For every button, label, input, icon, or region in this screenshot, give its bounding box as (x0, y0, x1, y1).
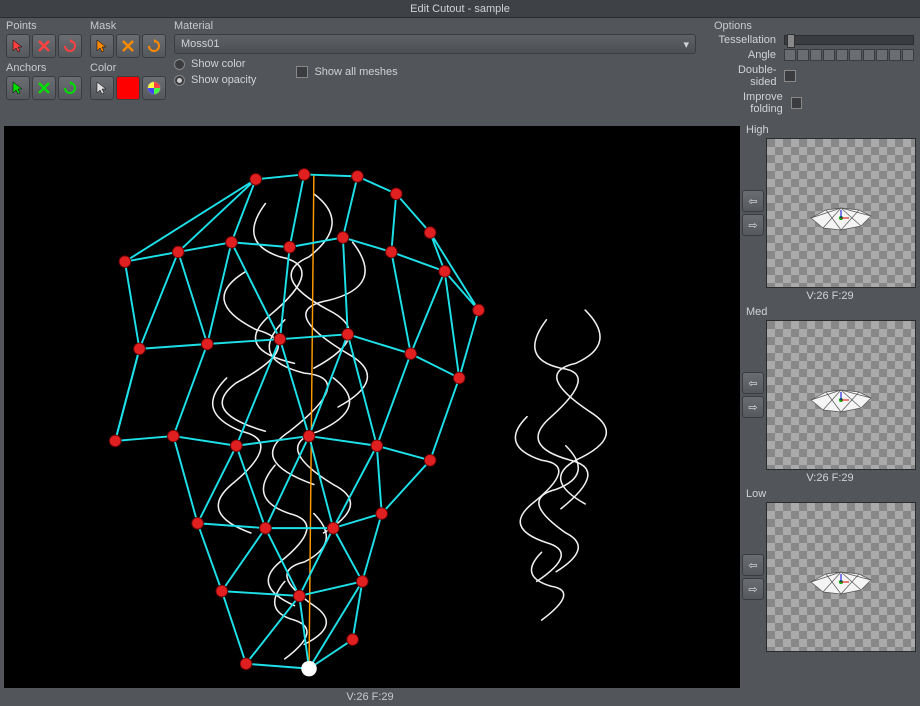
anchors-select-button[interactable] (6, 76, 30, 100)
anchors-label: Anchors (6, 62, 82, 74)
anchors-reload-button[interactable] (58, 76, 82, 100)
angle-segments[interactable] (784, 49, 914, 61)
preview-med-status: V:26 F:29 (742, 472, 918, 484)
points-delete-button[interactable] (32, 34, 56, 58)
mask-label: Mask (90, 20, 166, 32)
preview-low-label: Low (742, 488, 918, 500)
preview-high-next-button[interactable]: ⇨ (742, 214, 764, 236)
show-all-meshes-row[interactable]: Show all meshes (296, 58, 397, 86)
material-dropdown[interactable]: Moss01 ▾ (174, 34, 696, 54)
show-opacity-radio-row[interactable]: Show opacity (174, 74, 256, 86)
preview-high-prev-button[interactable]: ⇦ (742, 190, 764, 212)
options-group: Options Tessellation Angle Double-sided … (704, 20, 914, 118)
color-label: Color (90, 62, 166, 74)
material-group: Material Moss01 ▾ Show color Show opacit… (174, 20, 696, 118)
mask-select-button[interactable] (90, 34, 114, 58)
mask-color-col: Mask Color (90, 20, 166, 118)
preview-med (766, 320, 916, 470)
show-color-radio[interactable] (174, 59, 185, 70)
viewport-status: V:26 F:29 (0, 688, 740, 706)
show-all-meshes-checkbox[interactable] (296, 66, 308, 78)
viewport-wrap: V:26 F:29 (0, 122, 740, 706)
show-color-label: Show color (191, 58, 245, 70)
mask-reload-button[interactable] (142, 34, 166, 58)
anchors-group: Anchors (6, 62, 82, 100)
preview-high (766, 138, 916, 288)
preview-low-next-button[interactable]: ⇨ (742, 578, 764, 600)
show-opacity-radio[interactable] (174, 75, 185, 86)
anchors-delete-button[interactable] (32, 76, 56, 100)
preview-med-next-button[interactable]: ⇨ (742, 396, 764, 418)
toolbar: Points Anchors (0, 18, 920, 122)
color-select-button[interactable] (90, 76, 114, 100)
show-all-meshes-label: Show all meshes (314, 66, 397, 78)
preview-high-label: High (742, 124, 918, 136)
points-group: Points (6, 20, 82, 58)
mask-group: Mask (90, 20, 166, 58)
improve-folding-checkbox[interactable] (791, 97, 802, 109)
points-label: Points (6, 20, 82, 32)
angle-label: Angle (748, 49, 776, 61)
preview-med-section: Med ⇦ ⇨ V:26 F:29 (742, 306, 918, 484)
chevron-down-icon: ▾ (683, 38, 689, 51)
tessellation-slider[interactable] (784, 35, 914, 45)
color-group: Color (90, 62, 166, 100)
points-reload-button[interactable] (58, 34, 82, 58)
material-selected: Moss01 (181, 38, 220, 50)
material-label: Material (174, 20, 696, 32)
show-opacity-label: Show opacity (191, 74, 256, 86)
mask-delete-button[interactable] (116, 34, 140, 58)
options-label: Options (714, 20, 914, 32)
color-picker-button[interactable] (142, 76, 166, 100)
preview-med-prev-button[interactable]: ⇦ (742, 372, 764, 394)
double-sided-checkbox[interactable] (784, 70, 796, 82)
points-select-button[interactable] (6, 34, 30, 58)
viewport[interactable] (4, 126, 740, 688)
preview-low-section: Low ⇦ ⇨ (742, 488, 918, 652)
preview-low (766, 502, 916, 652)
preview-low-prev-button[interactable]: ⇦ (742, 554, 764, 576)
tessellation-label: Tessellation (719, 34, 776, 46)
show-color-radio-row[interactable]: Show color (174, 58, 256, 70)
points-anchors-col: Points Anchors (6, 20, 82, 118)
preview-high-section: High ⇦ ⇨ V:26 F:29 (742, 124, 918, 302)
main-area: V:26 F:29 High ⇦ ⇨ V:26 F:29 Med ⇦ ⇨ (0, 122, 920, 706)
improve-folding-label: Improve folding (714, 91, 783, 115)
window-title: Edit Cutout - sample (0, 0, 920, 18)
preview-med-label: Med (742, 306, 918, 318)
color-swatch[interactable] (116, 76, 140, 100)
preview-high-status: V:26 F:29 (742, 290, 918, 302)
double-sided-label: Double-sided (714, 64, 776, 88)
preview-panel: High ⇦ ⇨ V:26 F:29 Med ⇦ ⇨ (740, 122, 920, 706)
